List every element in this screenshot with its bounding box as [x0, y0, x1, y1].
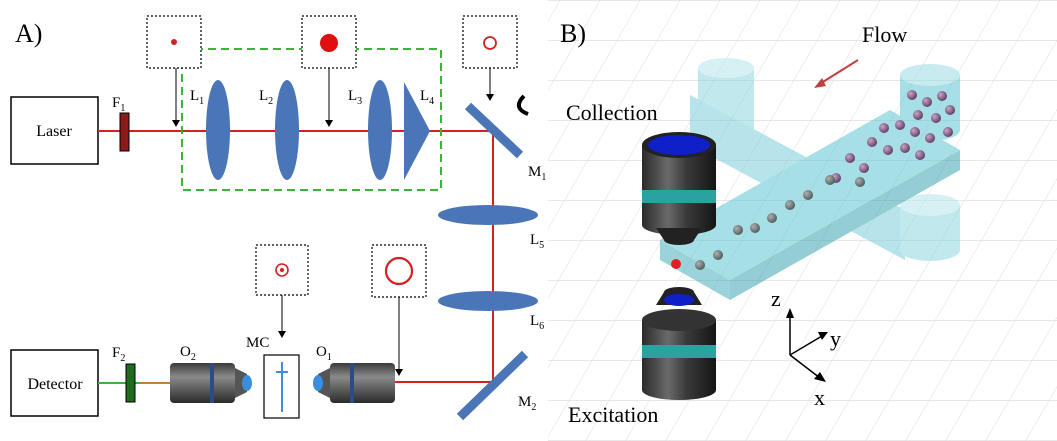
- particle: [750, 223, 760, 233]
- excitation-label: Excitation: [568, 402, 658, 427]
- excited-particle: [671, 259, 681, 269]
- beam-profile-ring-with-spot: [275, 263, 289, 277]
- axis-x-label: x: [814, 385, 825, 410]
- laser-label: Laser: [36, 123, 72, 140]
- microchannel-label: MC: [246, 335, 269, 351]
- objective-1-label: O1: [316, 344, 332, 363]
- filter-2-label: F2: [112, 345, 125, 364]
- particle: [859, 163, 869, 173]
- particle: [803, 190, 813, 200]
- flow-label: Flow: [862, 22, 907, 47]
- objective-1: [313, 363, 395, 403]
- particle: [879, 123, 889, 133]
- particle: [931, 113, 941, 123]
- collection-objective: [642, 132, 716, 245]
- detector-label: Detector: [27, 376, 83, 393]
- particle: [943, 127, 953, 137]
- lens-6: [438, 291, 538, 311]
- inset-1-arrowhead: [172, 120, 180, 127]
- particle: [785, 200, 795, 210]
- particles: [671, 90, 955, 270]
- particle: [845, 153, 855, 163]
- particle: [867, 137, 877, 147]
- lens-5-label: L5: [530, 232, 544, 251]
- mirror-1: [464, 102, 524, 159]
- filter-1: [119, 112, 130, 152]
- coordinate-axes: [786, 308, 828, 382]
- lens-1-label: L1: [190, 88, 204, 107]
- particle: [695, 260, 705, 270]
- axis-y-label: y: [830, 326, 841, 351]
- beam-profile-ring: [483, 36, 497, 50]
- beam-profile-inset-3: [462, 15, 518, 69]
- excitation-objective: [642, 287, 716, 400]
- lens-1: [206, 80, 230, 180]
- particle: [767, 213, 777, 223]
- lens-5: [438, 205, 538, 225]
- inset-5-arrowhead: [395, 369, 403, 376]
- objective-2-label: O2: [180, 344, 196, 363]
- particle: [910, 127, 920, 137]
- panel-a-label: A): [15, 19, 42, 48]
- beam-profile-center-spot: [280, 268, 284, 272]
- mirror-2-label: M2: [518, 394, 536, 413]
- lens-3-label: L3: [348, 88, 362, 107]
- lens-2-label: L2: [259, 88, 273, 107]
- detector-box: [10, 349, 99, 417]
- lens-3: [368, 80, 392, 180]
- particle: [900, 143, 910, 153]
- panel-b: B): [548, 0, 1057, 441]
- particle: [913, 110, 923, 120]
- particle: [922, 97, 932, 107]
- particle: [733, 225, 743, 235]
- laser-box: [10, 96, 99, 165]
- axis-z-label: z: [771, 286, 781, 311]
- flow-arrowhead: [814, 78, 826, 88]
- beam-profile-large-ring: [384, 256, 414, 286]
- particle: [907, 90, 917, 100]
- panel-b-label: B): [560, 19, 586, 48]
- particle: [713, 250, 723, 260]
- particle: [937, 91, 947, 101]
- mirror-1-label: M1: [528, 164, 546, 183]
- lens-4-label: L4: [420, 88, 434, 107]
- beam-profile-small-spot: [171, 39, 177, 45]
- mirror-1-adjust-icon: [516, 94, 529, 116]
- lens-2: [275, 80, 299, 180]
- panel-a: A) Laser Detector F1 F2 L1 L2 L3 L4: [10, 15, 546, 421]
- flow-arrow: [817, 59, 859, 86]
- particle: [883, 145, 893, 155]
- beam-profile-inset-5: [371, 244, 427, 298]
- objective-2: [170, 363, 252, 403]
- particle: [825, 175, 835, 185]
- lens-4-axicon: [404, 82, 430, 180]
- beam-profile-large-spot: [320, 34, 338, 52]
- collection-label: Collection: [566, 100, 658, 125]
- lens-6-label: L6: [530, 313, 544, 332]
- inset-2-arrowhead: [325, 120, 333, 127]
- particle: [945, 105, 955, 115]
- particle: [895, 120, 905, 130]
- inset-4-arrowhead: [278, 331, 286, 338]
- filter-2: [125, 363, 136, 403]
- particle: [915, 150, 925, 160]
- inset-3-arrowhead: [486, 94, 494, 101]
- mirror-2: [456, 350, 529, 421]
- filter-1-label: F1: [112, 95, 125, 114]
- beam-shaping-box: [181, 48, 442, 191]
- particle: [925, 133, 935, 143]
- particle: [855, 177, 865, 187]
